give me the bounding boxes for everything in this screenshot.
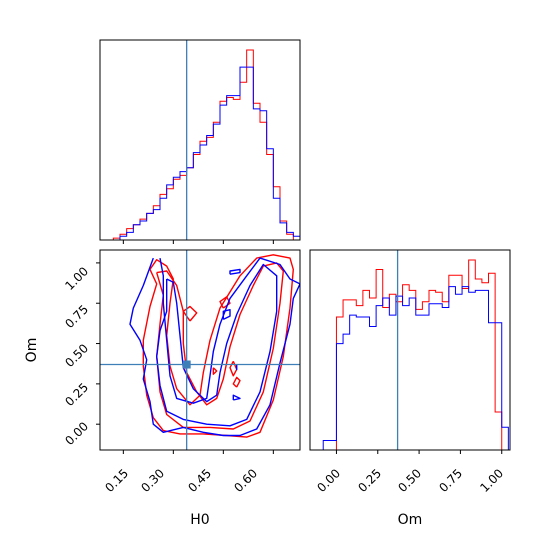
y-tick-label-om-2: 0.50 xyxy=(62,341,91,370)
panel-om-histogram xyxy=(309,249,511,454)
om-frame xyxy=(309,249,511,451)
panel-h0-histogram xyxy=(99,39,301,244)
panel-h0-om-contour xyxy=(96,249,301,454)
x-tick-label-h0-3: 0.60 xyxy=(231,466,260,495)
contour-blue-5 xyxy=(232,394,241,401)
x-tick-label-om-0: 0.00 xyxy=(314,466,343,495)
contour-red-1 xyxy=(155,262,284,430)
y-tick-label-om-0: 0.00 xyxy=(62,419,91,448)
contour-red-4 xyxy=(229,360,238,377)
y-tick-label-om-4: 1.00 xyxy=(62,264,91,293)
om-histogram-blue xyxy=(310,286,509,451)
contour-blue-2 xyxy=(222,309,231,321)
x-tick-label-h0-2: 0.45 xyxy=(185,466,214,495)
x-tick-label-om-4: 1.00 xyxy=(477,466,506,495)
contour-blue-3 xyxy=(229,268,241,275)
x-axis-label-om: Om xyxy=(398,512,423,528)
y-axis-label-om: Om xyxy=(24,338,40,363)
contour-lines xyxy=(129,254,300,438)
contour-red-2 xyxy=(182,305,198,322)
contour-blue-0 xyxy=(129,257,300,437)
x-axis-label-h0: H0 xyxy=(190,512,209,528)
contour-frame xyxy=(99,249,301,451)
x-tick-label-h0-1: 0.30 xyxy=(138,466,167,495)
contour-red-5 xyxy=(232,376,241,388)
x-tick-label-h0-0: 0.15 xyxy=(102,466,131,495)
truth-marker xyxy=(182,360,191,369)
x-tick-label-om-1: 0.25 xyxy=(355,466,384,495)
om-histogram-red xyxy=(310,259,509,451)
contour-red-6 xyxy=(212,367,218,375)
x-tick-label-om-2: 0.50 xyxy=(395,466,424,495)
h0-frame xyxy=(99,39,301,241)
x-tick-label-om-3: 0.75 xyxy=(436,466,465,495)
h0-histogram-blue xyxy=(100,66,301,241)
y-tick-label-om-1: 0.25 xyxy=(62,380,91,409)
y-tick-label-om-3: 0.75 xyxy=(62,302,91,331)
